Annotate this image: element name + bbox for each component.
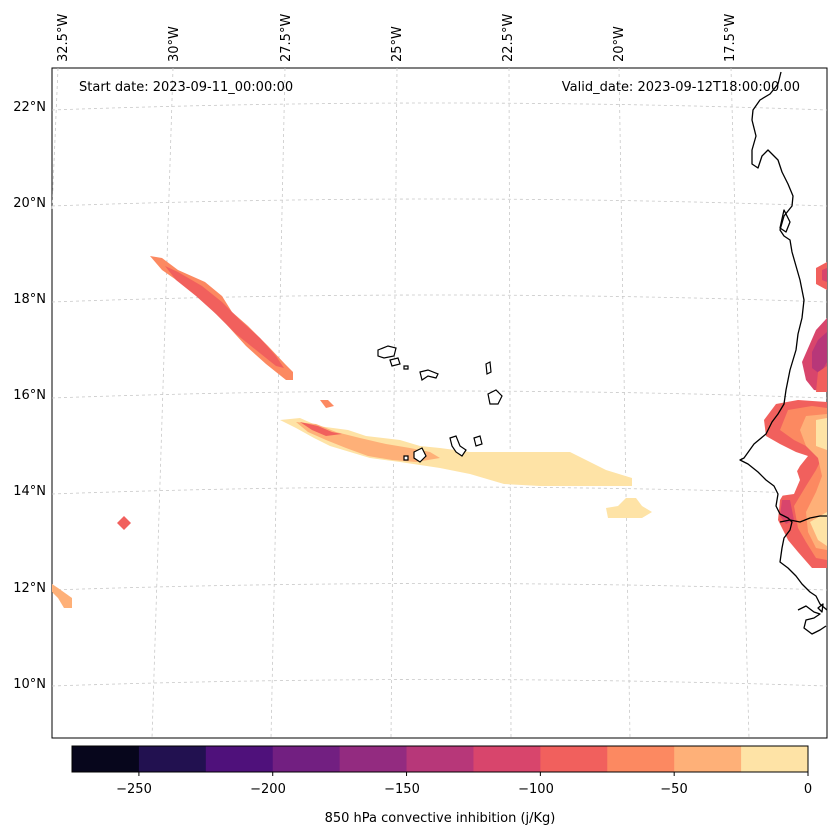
cin-fleck	[320, 400, 334, 408]
cin-east-mid-inner	[812, 332, 827, 374]
lon-label: 22.5°W	[501, 14, 516, 62]
valid-date-label: Valid_date: 2023-09-12T18:00:00.00	[562, 80, 800, 95]
colorbar-tick-label: −200	[250, 782, 286, 797]
colorbar-tick-label: 0	[804, 782, 812, 797]
cin-east-mid-bottom	[816, 366, 827, 392]
colorbar-swatch	[741, 746, 809, 772]
start-date-label: Start date: 2023-09-11_00:00:00	[79, 80, 293, 95]
lon-label: 30°W	[167, 26, 182, 62]
lon-label: 32.5°W	[56, 14, 71, 62]
colorbar-tick-label: −100	[518, 782, 554, 797]
cin-east-north	[816, 262, 827, 290]
colorbar-tick-label: −50	[660, 782, 687, 797]
lon-label: 20°W	[612, 26, 627, 62]
colorbar-tick-label: −150	[384, 782, 420, 797]
lat-label: 12°N	[13, 581, 46, 596]
cin-band-south-core	[300, 422, 342, 436]
colorbar-ticks	[138, 772, 809, 776]
colorbar-swatch	[540, 746, 608, 772]
cin-east-south-core-2	[810, 512, 827, 546]
cape-verde-islands	[377, 345, 503, 463]
colorbar-title: 850 hPa convective inhibition (j/Kg)	[325, 811, 556, 826]
colorbar-swatch	[406, 746, 474, 772]
cin-patch-southwest	[52, 584, 72, 608]
colorbar: −250 −200 −150 −100 −50 0 850 hPa convec…	[71, 745, 812, 826]
colorbar-swatch	[473, 746, 541, 772]
cin-east-red-strip	[780, 500, 794, 524]
cin-east-south-core	[816, 418, 827, 450]
island-santiago	[449, 435, 467, 457]
colorbar-swatch	[339, 746, 408, 772]
cin-band-northwest-core	[165, 266, 284, 368]
colorbar-swatch	[205, 746, 274, 772]
colorbar-swatch	[72, 746, 140, 772]
colorbar-swatch	[674, 746, 742, 772]
island-sal	[485, 361, 492, 375]
island-maio	[473, 435, 483, 447]
island-sao-nicolau	[419, 369, 439, 381]
cin-east-gap	[770, 468, 800, 496]
cin-diamond	[117, 516, 131, 530]
lat-label: 14°N	[13, 484, 46, 499]
lat-label: 22°N	[13, 100, 46, 115]
gambia-river	[779, 515, 827, 523]
colorbar-swatches	[72, 746, 809, 772]
coastal-island	[817, 603, 824, 613]
colorbar-swatch	[138, 746, 207, 772]
lat-label: 20°N	[13, 196, 46, 211]
island-sao-vicente	[389, 357, 401, 367]
lon-label: 27.5°W	[279, 14, 294, 62]
coastline	[739, 71, 828, 635]
africa-coast	[739, 71, 828, 611]
colorbar-outline	[71, 745, 809, 773]
lon-label: 17.5°W	[723, 14, 738, 62]
island-boa-vista	[487, 389, 503, 405]
map-frame	[51, 67, 828, 739]
graticule	[51, 67, 828, 739]
island-santo-antao	[377, 345, 397, 359]
island-fogo	[413, 447, 427, 463]
colorbar-tick-label: −250	[116, 782, 152, 797]
latitude-labels: 22°N 20°N 18°N 16°N 14°N 12°N 10°N	[13, 100, 46, 692]
longitude-labels: 32.5°W 30°W 27.5°W 25°W 22.5°W 20°W 17.5…	[56, 14, 738, 62]
island-santa-luzia	[403, 365, 409, 370]
lat-label: 10°N	[13, 677, 46, 692]
lat-label: 16°N	[13, 388, 46, 403]
cin-east-north-inner	[822, 268, 827, 282]
cin-field	[52, 256, 827, 608]
colorbar-swatch	[607, 746, 675, 772]
island-brava	[403, 455, 409, 461]
lon-label: 25°W	[390, 26, 405, 62]
dakhla-peninsula	[779, 209, 791, 233]
cin-patch-south	[606, 498, 652, 518]
lat-label: 18°N	[13, 292, 46, 307]
guinea-bissau-coast	[797, 605, 827, 635]
colorbar-swatch	[272, 746, 341, 772]
